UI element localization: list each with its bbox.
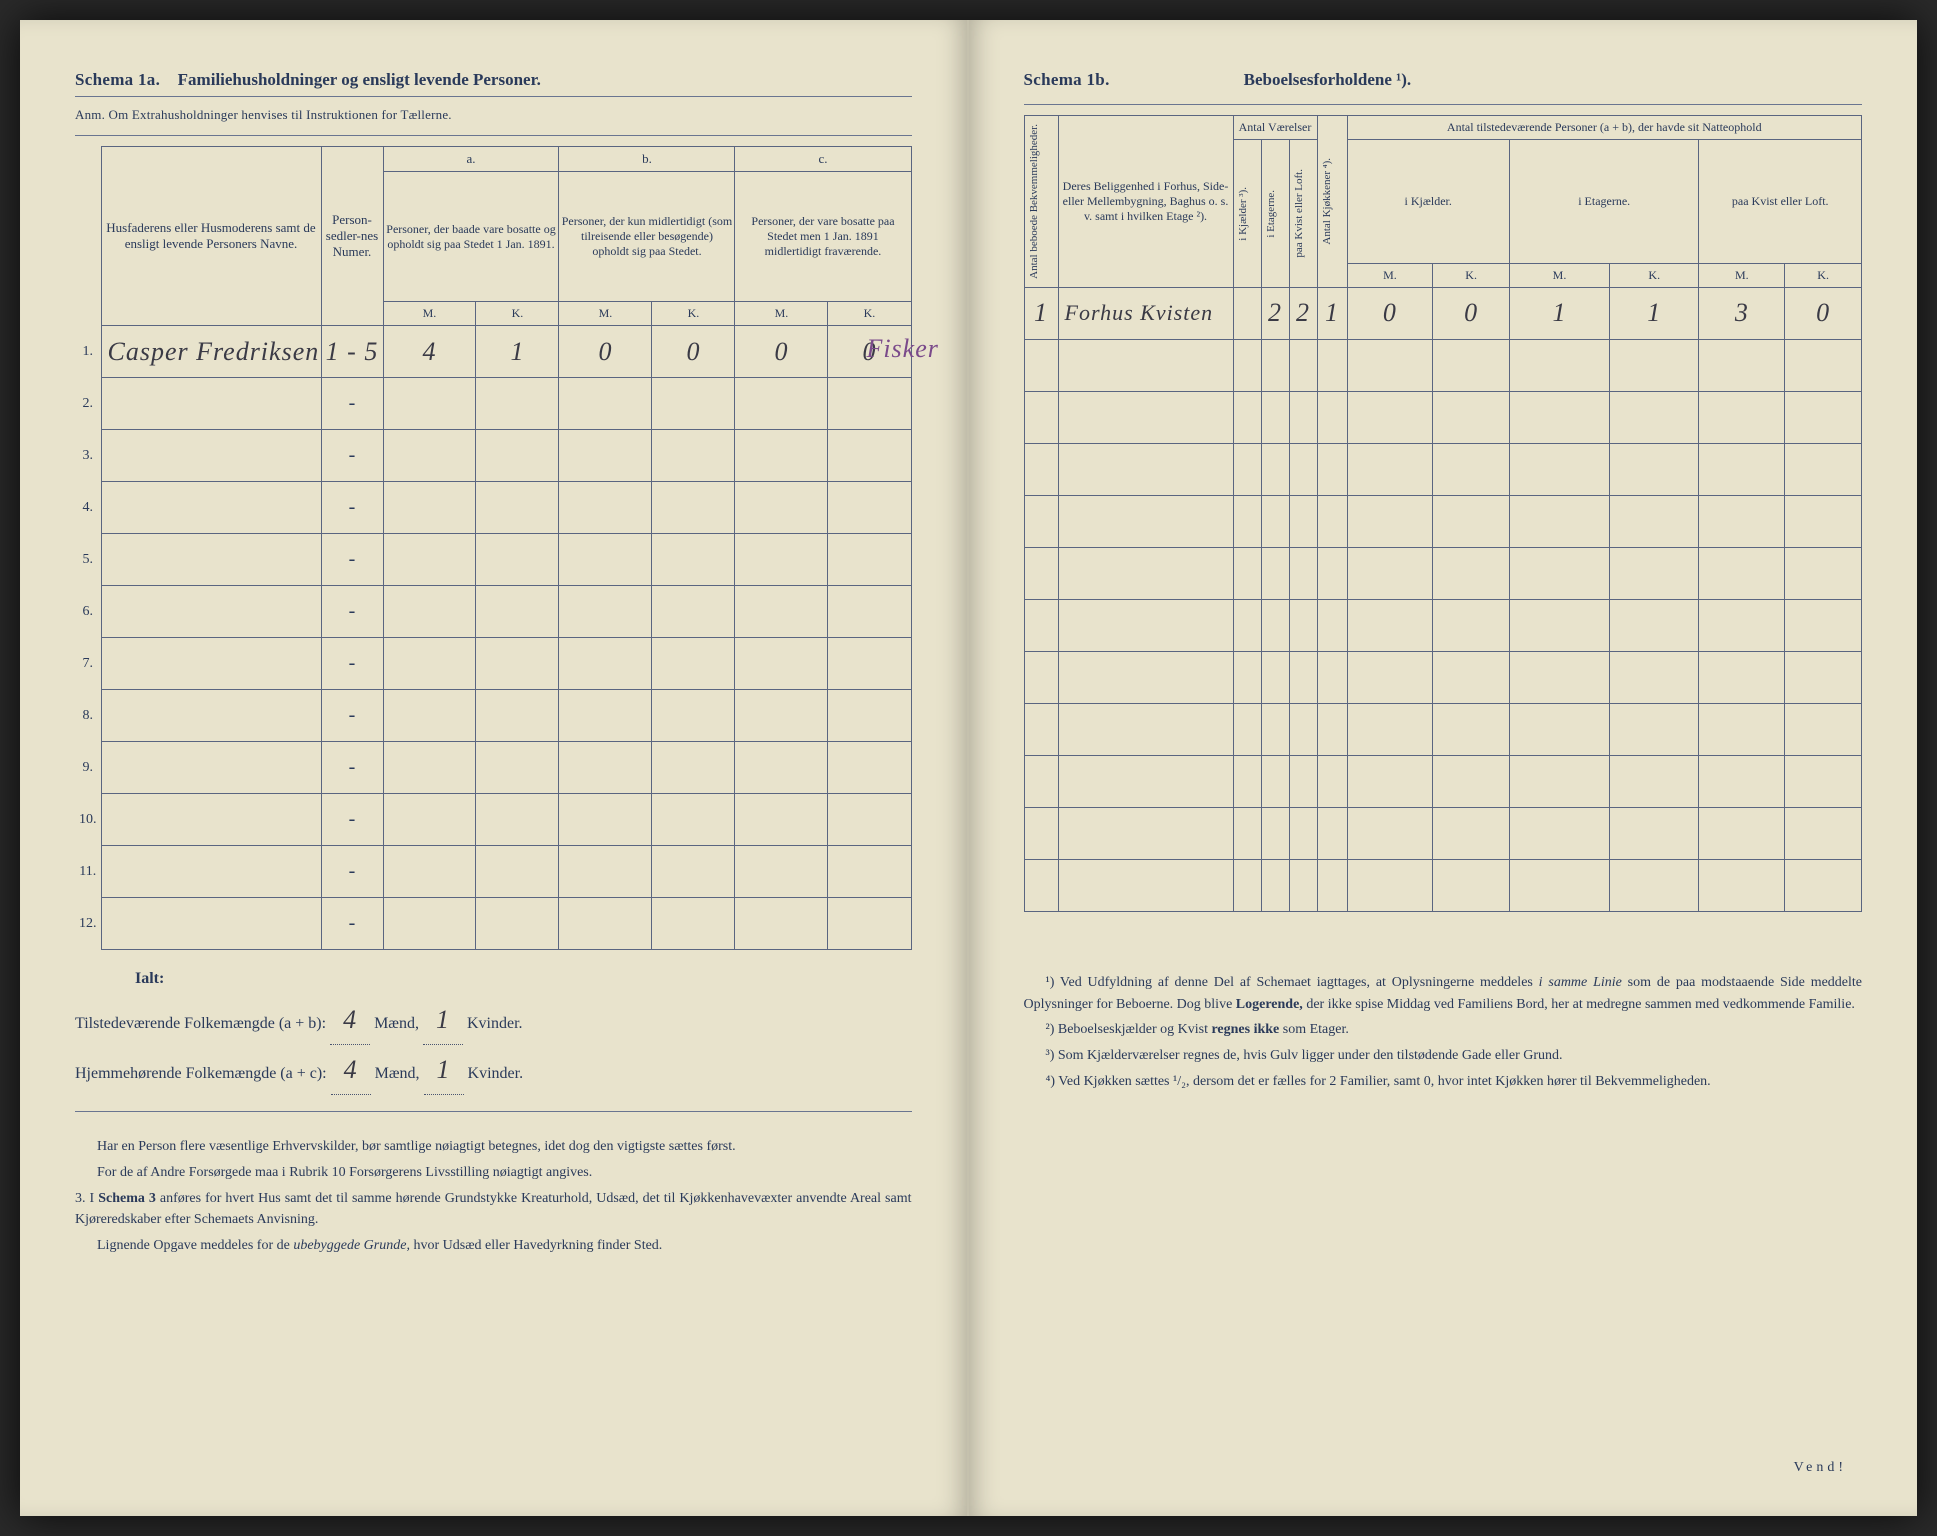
mk-k: K. [652, 302, 735, 326]
mk-m: M. [383, 302, 476, 326]
col-beliggenhed: Deres Beliggenhed i Forhus, Side- eller … [1058, 116, 1233, 288]
mk-m: M. [735, 302, 828, 326]
page-left: Schema 1a. Familiehusholdninger og ensli… [20, 20, 969, 1516]
schema1a-label: Schema 1a. [75, 70, 160, 89]
divider [75, 96, 912, 97]
mk-m: M. [1347, 263, 1433, 287]
ialt-label: Ialt: [135, 964, 912, 994]
anm-note: Anm. Om Extrahusholdninger henvises til … [75, 107, 912, 123]
mk-k: K. [1433, 263, 1510, 287]
col-name: Husfaderens eller Husmoderens samt de en… [101, 147, 321, 326]
rfn4: ⁴) Ved Kjøkken sættes ¹/₂, dersom det er… [1024, 1071, 1863, 1093]
table-row [1024, 495, 1862, 547]
sum2-klabel: Kvinder. [468, 1065, 524, 1082]
table-row: 7.- [75, 638, 911, 690]
summary-block: Ialt: Tilstedeværende Folkemængde (a + b… [75, 964, 912, 1095]
sum2-m: 4 [331, 1045, 371, 1095]
col-p-kjaelder: i Kjælder. [1347, 140, 1509, 264]
abc-b: b. [559, 147, 735, 172]
col-p-etage: i Etagerne. [1509, 140, 1699, 264]
fn3: 3. I Schema 3 anføres for hvert Hus samt… [75, 1188, 912, 1231]
sum2-mlabel: Mænd, [375, 1065, 424, 1082]
sum1-label: Tilstedeværende Folkemængde (a + b): [75, 1015, 330, 1032]
schema1b-table: Antal beboede Bekvemmeligheder. Deres Be… [1024, 115, 1863, 912]
table-row [1024, 547, 1862, 599]
col-v-etage: i Etagerne. [1264, 186, 1278, 242]
table-row [1024, 599, 1862, 651]
grp-vaerelser: Antal Værelser [1233, 116, 1317, 140]
col-v-kjaelder: i Kjælder ³). [1236, 183, 1250, 245]
mk-k: K. [1785, 263, 1862, 287]
table-row: 9.- [75, 742, 911, 794]
table-row: 5.- [75, 534, 911, 586]
mk-m: M. [1509, 263, 1609, 287]
schema1b-header: Schema 1b. Beboelsesforholdene ¹). [1024, 70, 1863, 90]
table-row: 12.- [75, 898, 911, 950]
table-row: 6.- [75, 586, 911, 638]
divider [75, 135, 912, 136]
col-b: Personer, der kun midlertidigt (som tilr… [559, 172, 735, 302]
col-a: Personer, der baade vare bosatte og opho… [383, 172, 559, 302]
table-row [1024, 859, 1862, 911]
sum1-mlabel: Mænd, [374, 1015, 423, 1032]
vend-label: Vend! [1794, 1460, 1847, 1476]
table-row [1024, 651, 1862, 703]
col-v-kvist: paa Kvist eller Loft. [1292, 165, 1306, 262]
table-row [1024, 755, 1862, 807]
table-row: 2.- [75, 378, 911, 430]
sum1-klabel: Kvinder. [467, 1015, 523, 1032]
census-book: Schema 1a. Familiehusholdninger og ensli… [20, 20, 1917, 1516]
fn1: Har en Person flere væsentlige Erhvervsk… [75, 1136, 912, 1158]
col-bekvem: Antal beboede Bekvemmeligheder. [1027, 120, 1041, 283]
rfn2: ²) Beboelseskjælder og Kvist regnes ikke… [1024, 1019, 1863, 1041]
rfn3: ³) Som Kjælderværelser regnes de, hvis G… [1024, 1045, 1863, 1067]
rfn1: ¹) Ved Udfyldning af denne Del af Schema… [1024, 972, 1863, 1015]
table-row: 1Forhus Kvisten221001130 [1024, 287, 1862, 339]
schema1a-table: Husfaderens eller Husmoderens samt de en… [75, 146, 912, 950]
table-row [1024, 339, 1862, 391]
table-row: 1.Casper Fredriksen1 - 5410000Fisker [75, 326, 911, 378]
table-row [1024, 703, 1862, 755]
mk-k: K. [1610, 263, 1699, 287]
mk-k: K. [828, 302, 911, 326]
schema1a-header: Schema 1a. Familiehusholdninger og ensli… [75, 70, 912, 90]
schema1b-title: Beboelsesforholdene ¹). [1244, 70, 1412, 90]
fn4: Lignende Opgave meddeles for de ubebygge… [75, 1235, 912, 1257]
divider [1024, 104, 1863, 105]
col-c: Personer, der vare bosatte paa Stedet me… [735, 172, 911, 302]
table-row: 3.- [75, 430, 911, 482]
table-row: 10.- [75, 794, 911, 846]
mk-k: K. [476, 302, 559, 326]
schema1b-label: Schema 1b. [1024, 70, 1110, 90]
col-numer: Person-sedler-nes Numer. [321, 147, 383, 326]
page-right: Schema 1b. Beboelsesforholdene ¹). Antal… [969, 20, 1918, 1516]
mk-m: M. [1699, 263, 1785, 287]
table-row [1024, 391, 1862, 443]
schema1a-title: Familiehusholdninger og ensligt levende … [178, 70, 541, 89]
fn2: For de af Andre Forsørgede maa i Rubrik … [75, 1162, 912, 1184]
table-row: 11.- [75, 846, 911, 898]
grp-personer: Antal tilstedeværende Personer (a + b), … [1347, 116, 1862, 140]
sum2-k: 1 [424, 1045, 464, 1095]
table-row [1024, 807, 1862, 859]
sum1-m: 4 [330, 995, 370, 1045]
col-kjokken: Antal Kjøkkener ⁴). [1320, 154, 1334, 249]
table-row [1024, 443, 1862, 495]
left-footnotes: Har en Person flere væsentlige Erhvervsk… [75, 1136, 912, 1256]
abc-a: a. [383, 147, 559, 172]
abc-c: c. [735, 147, 911, 172]
divider [75, 1111, 912, 1112]
table-row: 8.- [75, 690, 911, 742]
table-row: 4.- [75, 482, 911, 534]
col-p-kvist: paa Kvist eller Loft. [1699, 140, 1862, 264]
sum1-k: 1 [423, 995, 463, 1045]
mk-m: M. [559, 302, 652, 326]
right-footnotes: ¹) Ved Udfyldning af denne Del af Schema… [1024, 972, 1863, 1092]
sum2-label: Hjemmehørende Folkemængde (a + c): [75, 1065, 331, 1082]
